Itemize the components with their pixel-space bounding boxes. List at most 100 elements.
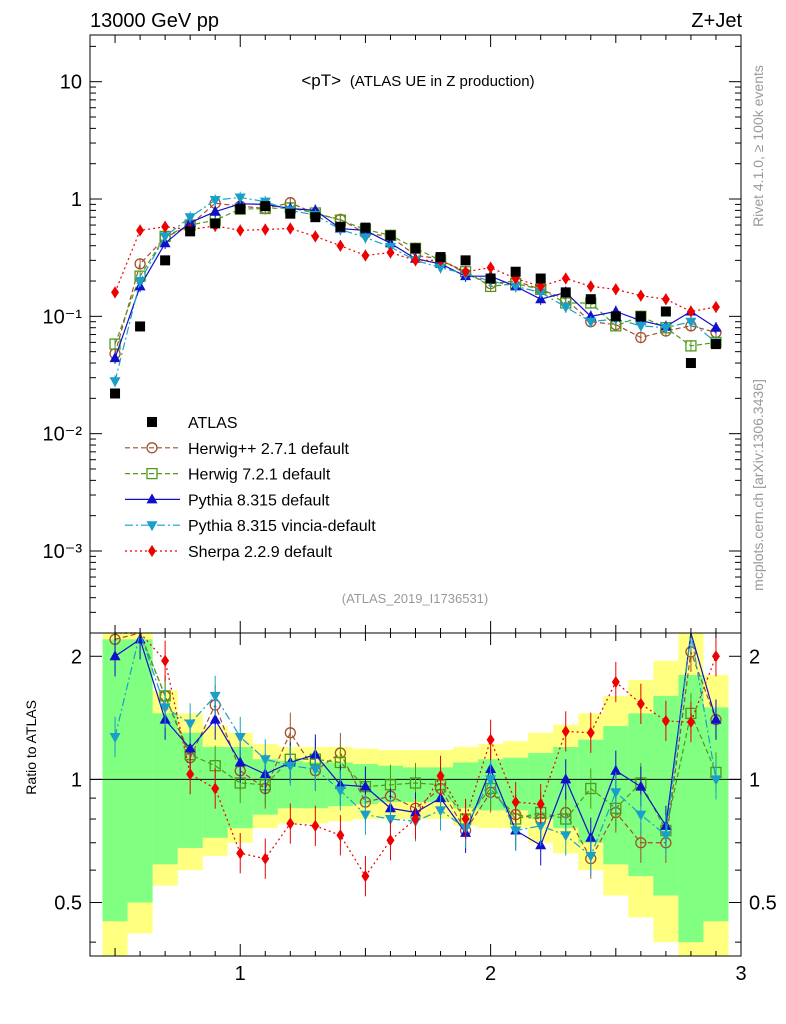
data-point <box>160 255 171 266</box>
data-point <box>510 266 521 277</box>
ratio-band-inner <box>102 639 128 922</box>
series-line <box>114 202 717 354</box>
ratio-point <box>234 756 246 767</box>
legend-label: Pythia 8.315 vincia-default <box>188 518 376 535</box>
ratio-point <box>186 768 195 781</box>
y-tick-label: 10⁻² <box>43 424 83 446</box>
ratio-point <box>711 650 720 663</box>
ratio-y-tick-label-left: 0.5 <box>54 893 82 915</box>
ratio-point <box>710 713 722 724</box>
series-point <box>411 254 420 267</box>
ratio-point <box>610 788 622 799</box>
ratio-point <box>361 870 370 883</box>
series-point <box>711 301 720 314</box>
series-point <box>109 352 121 363</box>
data-point <box>435 252 446 263</box>
data-point <box>235 204 246 215</box>
chart-title-sub: (ATLAS UE in Z production) <box>350 73 535 90</box>
data-point <box>585 294 596 305</box>
ratio-y-tick-label-right: 0.5 <box>749 893 777 915</box>
ratio-point <box>436 769 445 782</box>
ratio-point <box>411 813 420 826</box>
legend-marker <box>147 417 157 427</box>
series-point <box>636 289 645 302</box>
data-point <box>210 218 221 229</box>
ratio-point <box>159 703 171 714</box>
energy-label: 13000 GeV pp <box>90 10 219 32</box>
x-tick-label: 2 <box>485 963 496 985</box>
ratio-band-inner <box>127 639 153 903</box>
series-point <box>661 293 670 306</box>
legend-label: Sherpa 2.2.9 default <box>188 544 333 561</box>
y-tick-label: 1 <box>71 189 82 211</box>
data-point <box>135 321 146 332</box>
series-point <box>111 286 120 299</box>
series-line <box>114 225 717 313</box>
legend-label: Pythia 8.315 default <box>188 492 330 509</box>
data-point <box>410 243 421 254</box>
ratio-point <box>161 654 170 667</box>
series-point <box>461 265 470 278</box>
ratio-point <box>661 714 670 727</box>
data-point <box>635 311 646 322</box>
chart-title: <pT> (ATLAS UE in Z production) <box>301 71 534 90</box>
ratio-band-inner <box>703 707 729 922</box>
series-point <box>159 232 171 243</box>
series-point <box>311 230 320 243</box>
series-point <box>685 317 697 328</box>
series-point <box>109 377 121 388</box>
series-point <box>710 321 722 332</box>
series-point <box>635 331 647 344</box>
series-point <box>585 317 597 328</box>
legend-marker <box>148 545 156 557</box>
ratio-point <box>359 780 371 791</box>
ratio-point <box>636 697 645 710</box>
ratio-point <box>435 806 447 817</box>
y-tick-label: 10 <box>60 72 82 94</box>
ratio-point <box>461 813 470 826</box>
main-panel: 10⁻³ 10⁻² 10⁻¹ 1 10 <pT> (ATLAS UE in Z prod… <box>43 34 742 634</box>
legend-marker <box>146 493 158 504</box>
ratio-point <box>336 829 345 842</box>
series-point <box>386 246 395 259</box>
data-point <box>660 306 671 317</box>
ratio-point <box>259 755 271 766</box>
ratio-y-tick-label-left: 2 <box>71 646 82 668</box>
series-point <box>510 282 522 293</box>
ratio-point <box>686 716 695 729</box>
ratio-point <box>710 775 722 786</box>
series-point <box>336 239 345 252</box>
series-line <box>114 203 717 359</box>
ratio-point <box>485 775 497 786</box>
series-point <box>611 283 620 296</box>
data-point <box>185 226 196 237</box>
legend-marker <box>146 467 158 480</box>
series-point <box>209 196 221 207</box>
ratio-point <box>284 761 296 772</box>
series-point <box>685 340 697 352</box>
ratio-point <box>409 777 422 789</box>
ratio-point <box>535 821 547 832</box>
ratio-y-tick-label-right: 1 <box>749 769 760 791</box>
ratio-point <box>610 764 622 775</box>
series-point <box>184 213 196 224</box>
series-point <box>486 261 495 274</box>
ratio-point <box>386 834 395 847</box>
ratio-point <box>611 676 620 689</box>
series-point <box>234 193 246 204</box>
series-point <box>161 220 170 233</box>
y-tick-label: 10⁻³ <box>43 541 83 563</box>
ratio-point <box>184 742 196 753</box>
ratio-point <box>660 831 672 842</box>
ratio-y-tick-label-left: 1 <box>71 769 82 791</box>
ratio-point <box>209 713 221 724</box>
legend-label: ATLAS <box>188 415 238 432</box>
legend-label: Herwig 7.2.1 default <box>188 467 331 484</box>
ratio-point <box>511 796 520 809</box>
data-point <box>260 201 271 212</box>
legend-marker <box>146 442 158 454</box>
ratio-point <box>510 826 522 837</box>
analysis-watermark: (ATLAS_2019_I1736531) <box>342 591 488 606</box>
series-line <box>114 196 717 382</box>
